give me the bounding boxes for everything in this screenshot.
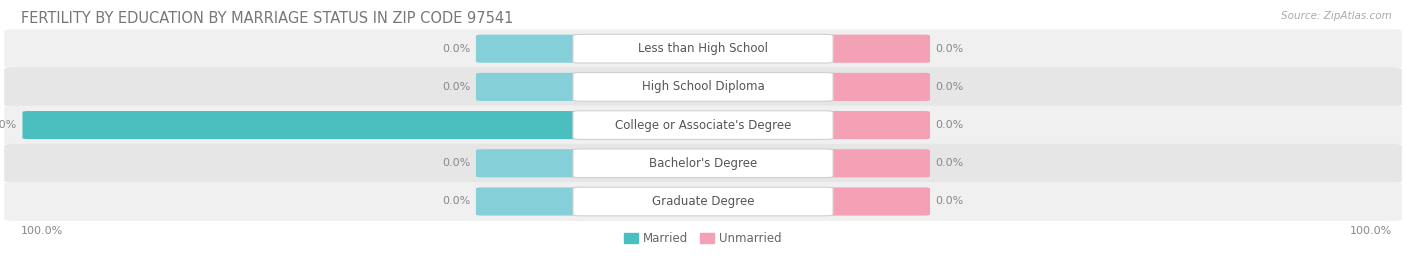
FancyBboxPatch shape xyxy=(574,187,832,216)
Legend: Married, Unmarried: Married, Unmarried xyxy=(620,227,786,250)
Text: Graduate Degree: Graduate Degree xyxy=(652,195,754,208)
FancyBboxPatch shape xyxy=(4,29,1402,68)
FancyBboxPatch shape xyxy=(4,182,1402,221)
FancyBboxPatch shape xyxy=(821,149,931,177)
Text: Bachelor's Degree: Bachelor's Degree xyxy=(650,157,756,170)
Text: 0.0%: 0.0% xyxy=(936,196,965,207)
Text: 0.0%: 0.0% xyxy=(936,120,965,130)
Text: 100.0%: 100.0% xyxy=(21,226,63,236)
FancyBboxPatch shape xyxy=(821,35,931,63)
FancyBboxPatch shape xyxy=(574,34,832,63)
FancyBboxPatch shape xyxy=(821,73,931,101)
Text: FERTILITY BY EDUCATION BY MARRIAGE STATUS IN ZIP CODE 97541: FERTILITY BY EDUCATION BY MARRIAGE STATU… xyxy=(21,11,513,26)
FancyBboxPatch shape xyxy=(475,149,585,177)
Text: 0.0%: 0.0% xyxy=(441,82,470,92)
Text: College or Associate's Degree: College or Associate's Degree xyxy=(614,119,792,132)
Text: 0.0%: 0.0% xyxy=(441,158,470,168)
FancyBboxPatch shape xyxy=(574,111,832,139)
FancyBboxPatch shape xyxy=(574,149,832,178)
Text: 0.0%: 0.0% xyxy=(936,82,965,92)
Text: 0.0%: 0.0% xyxy=(441,44,470,54)
Text: 0.0%: 0.0% xyxy=(441,196,470,207)
FancyBboxPatch shape xyxy=(821,187,931,215)
Text: 100.0%: 100.0% xyxy=(0,120,17,130)
Text: 100.0%: 100.0% xyxy=(1350,226,1392,236)
FancyBboxPatch shape xyxy=(22,111,585,139)
Text: Source: ZipAtlas.com: Source: ZipAtlas.com xyxy=(1281,11,1392,21)
Text: Less than High School: Less than High School xyxy=(638,42,768,55)
FancyBboxPatch shape xyxy=(475,187,585,215)
FancyBboxPatch shape xyxy=(4,144,1402,183)
FancyBboxPatch shape xyxy=(475,35,585,63)
Text: 0.0%: 0.0% xyxy=(936,158,965,168)
FancyBboxPatch shape xyxy=(574,73,832,101)
Text: High School Diploma: High School Diploma xyxy=(641,80,765,93)
Text: 0.0%: 0.0% xyxy=(936,44,965,54)
FancyBboxPatch shape xyxy=(4,106,1402,144)
FancyBboxPatch shape xyxy=(821,111,931,139)
FancyBboxPatch shape xyxy=(4,68,1402,106)
FancyBboxPatch shape xyxy=(475,73,585,101)
